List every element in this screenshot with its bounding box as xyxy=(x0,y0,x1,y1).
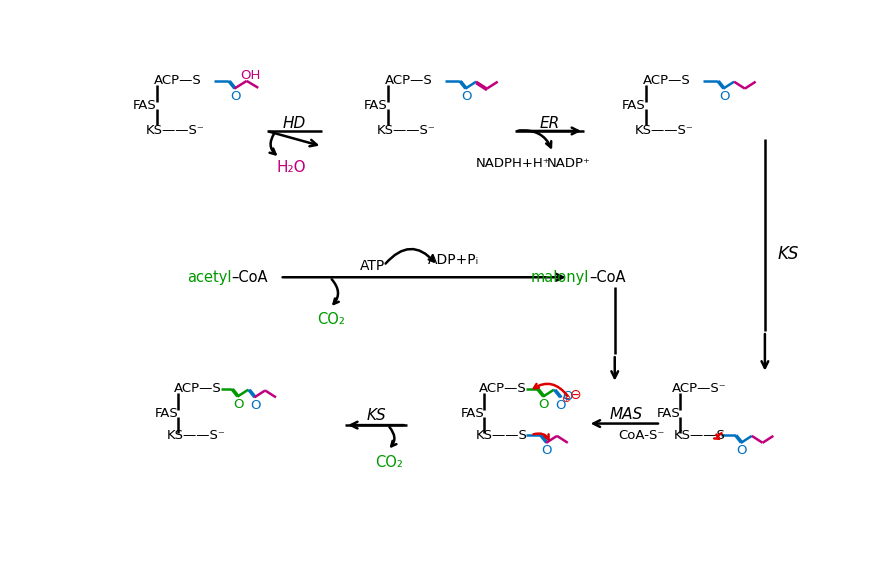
Text: O: O xyxy=(230,90,240,103)
Text: CO₂: CO₂ xyxy=(375,454,403,469)
Text: H₂O: H₂O xyxy=(277,161,306,175)
Text: acetyl: acetyl xyxy=(186,270,231,285)
Text: ACP—S: ACP—S xyxy=(154,75,202,87)
Text: ER: ER xyxy=(539,116,559,131)
Text: ACP—S: ACP—S xyxy=(174,383,221,395)
Text: KS——S⁻: KS——S⁻ xyxy=(376,124,435,136)
Text: KS——S⁻: KS——S⁻ xyxy=(146,124,204,136)
Text: KS——S⁻: KS——S⁻ xyxy=(634,124,694,136)
Text: –CoA: –CoA xyxy=(231,270,268,285)
Text: O: O xyxy=(233,398,244,411)
Text: FAS: FAS xyxy=(134,99,157,112)
Text: O: O xyxy=(542,444,552,457)
Text: ⊕: ⊕ xyxy=(562,394,571,404)
Text: CO₂: CO₂ xyxy=(317,312,345,327)
Text: ATP: ATP xyxy=(359,259,384,273)
Text: FAS: FAS xyxy=(364,99,388,112)
Text: FAS: FAS xyxy=(155,407,178,420)
Text: malonyl: malonyl xyxy=(531,270,590,285)
Text: O: O xyxy=(250,399,261,412)
Text: NADPH+H⁺: NADPH+H⁺ xyxy=(476,157,550,170)
Text: FAS: FAS xyxy=(461,407,484,420)
Text: O: O xyxy=(719,90,729,103)
Text: FAS: FAS xyxy=(657,407,681,420)
Text: KS: KS xyxy=(778,245,799,263)
Text: KS——S: KS——S xyxy=(674,429,726,442)
Text: O: O xyxy=(556,399,566,412)
Text: KS——S: KS——S xyxy=(476,429,528,442)
Text: OH: OH xyxy=(240,69,261,82)
Text: O: O xyxy=(538,398,549,411)
Text: MAS: MAS xyxy=(609,407,642,422)
Text: CoA-S⁻: CoA-S⁻ xyxy=(618,429,665,442)
Text: ACP—S: ACP—S xyxy=(385,75,433,87)
Text: ACP—S: ACP—S xyxy=(479,383,527,395)
Text: KS——S⁻: KS——S⁻ xyxy=(168,429,226,442)
Text: NADP⁺: NADP⁺ xyxy=(547,157,590,170)
Text: ⊖: ⊖ xyxy=(570,388,582,402)
Text: KS: KS xyxy=(366,409,386,423)
Text: ADP+Pᵢ: ADP+Pᵢ xyxy=(427,253,478,267)
Text: O: O xyxy=(461,90,471,103)
Text: O: O xyxy=(563,390,573,403)
Text: FAS: FAS xyxy=(622,99,646,112)
Text: HD: HD xyxy=(283,116,306,131)
Text: O: O xyxy=(737,444,747,457)
Text: ACP—S: ACP—S xyxy=(643,75,691,87)
Text: ACP—S⁻: ACP—S⁻ xyxy=(672,383,727,395)
Text: –CoA: –CoA xyxy=(590,270,625,285)
